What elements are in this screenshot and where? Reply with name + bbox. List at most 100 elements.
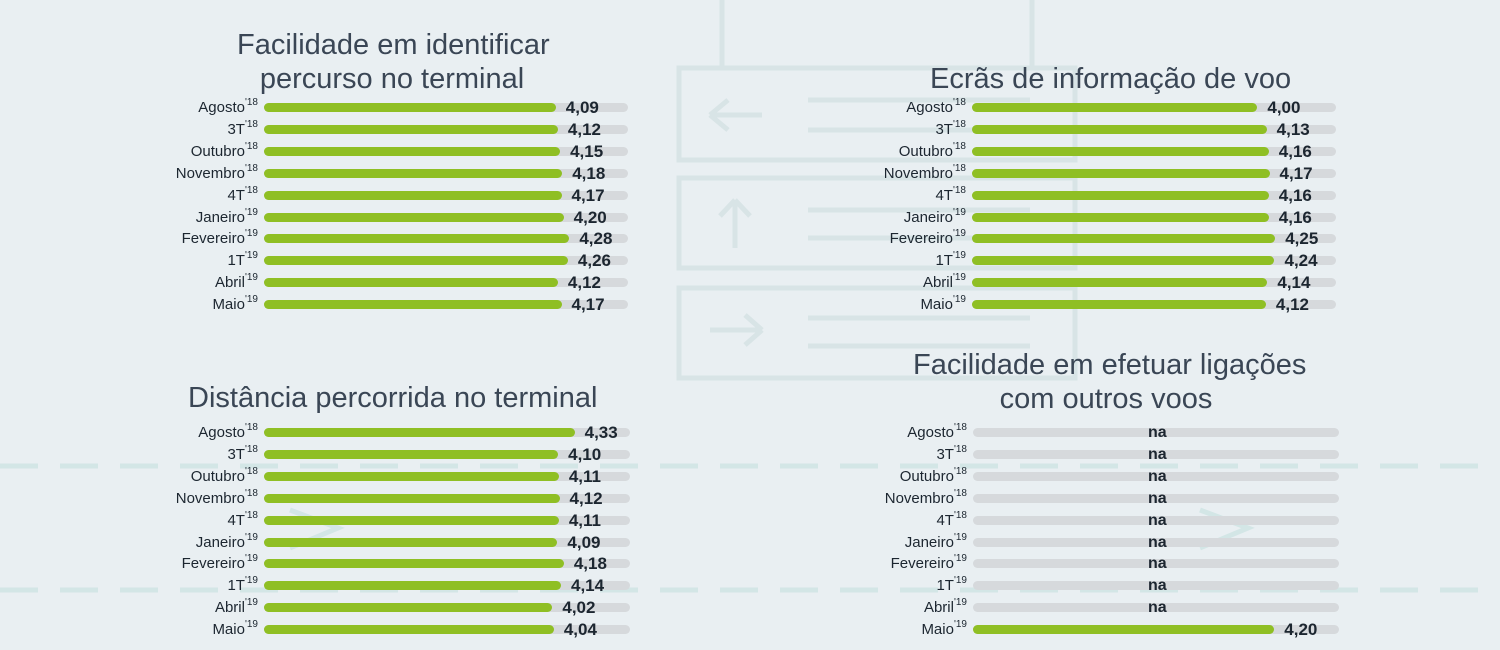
bar-track	[264, 212, 628, 222]
bar-track	[972, 103, 1336, 112]
bar-track	[264, 300, 628, 310]
value-label: 4,12	[1275, 295, 1310, 315]
bar-track	[973, 581, 1339, 591]
year-label: '18	[244, 140, 258, 152]
chart-title-1: Facilidade em identificar percurso no te…	[237, 28, 550, 96]
bar-row: 3T'18 4,10	[227, 444, 630, 465]
bar-track	[972, 124, 1336, 134]
year-label: '18	[244, 118, 258, 130]
year-label: '18	[244, 443, 258, 455]
category-label: Agosto'18	[907, 422, 967, 442]
category-label: 3T'18	[935, 118, 966, 138]
value-label: 4,33	[584, 423, 618, 442]
chart-title-1-line-2: percurso no terminal	[259, 63, 525, 95]
bar-row: 1T'19 na	[936, 576, 1339, 596]
category-label: 3T'18	[227, 118, 258, 138]
category-label: Outubro'18	[190, 465, 258, 485]
value-label: 4,12	[567, 119, 602, 139]
bar-row: Outubro'18 4,11	[191, 466, 630, 487]
value-label: 4,15	[570, 141, 604, 161]
bar-row: Abril'19 4,14	[923, 273, 1336, 293]
value-label: na	[1148, 424, 1167, 441]
bar-row: Abril'19 na	[924, 598, 1339, 618]
category-label: 4T'18	[227, 184, 258, 204]
chart-title-3: Distância percorrida no terminal	[188, 381, 598, 415]
value-label: 4,09	[567, 532, 601, 552]
value-label: 4,13	[1276, 119, 1310, 139]
category-label: Agosto'18	[906, 97, 966, 117]
value-label: 4,17	[571, 185, 605, 205]
bar-row: Agosto'18 4,00	[906, 98, 1336, 118]
bar-track	[972, 256, 1336, 266]
value-label: 4,00	[1267, 98, 1301, 117]
bar-track	[264, 449, 630, 459]
bar-track	[973, 603, 1339, 613]
category-label: Abril'19	[214, 597, 258, 617]
category-label: Abril'19	[922, 272, 966, 292]
year-label: '18	[244, 97, 258, 108]
value-label: 4,16	[1278, 207, 1312, 227]
bar-row: 3T'18 na	[936, 444, 1339, 465]
value-label: na	[1148, 467, 1167, 485]
bar	[264, 234, 570, 244]
value-label: 4,26	[577, 251, 612, 271]
category-label: 1T'19	[936, 575, 967, 595]
category-label: Abril'19	[923, 597, 967, 617]
value-label: 4,20	[1284, 620, 1318, 640]
year-label: '19	[244, 531, 258, 543]
chart-title-2-line-1: Ecrãs de informação de voo	[930, 63, 1292, 95]
chart-title-4-line-2: com outros voos	[999, 383, 1213, 415]
bar-track	[972, 146, 1336, 156]
category-label: Novembro'18	[884, 487, 967, 507]
category-label: Agosto'18	[198, 422, 258, 442]
year-label: '18	[953, 509, 967, 521]
bar-row: 3T'18 4,12	[227, 119, 628, 140]
value-label: na	[1148, 555, 1167, 573]
year-label: '19	[244, 294, 258, 306]
bar-row: Fevereiro'19 na	[891, 554, 1339, 574]
category-label: Maio'19	[212, 619, 258, 639]
bar-row: Outubro'18 na	[900, 466, 1339, 487]
bar-track	[264, 493, 630, 503]
category-label: Outubro'18	[899, 465, 967, 485]
value-label: 4,10	[568, 444, 602, 464]
bar	[264, 559, 564, 569]
year-label: '19	[244, 553, 258, 565]
bar	[972, 146, 1269, 156]
bar	[264, 515, 559, 525]
year-label: '19	[953, 553, 967, 565]
category-label: Outubro'18	[190, 140, 258, 160]
category-label: Maio'19	[921, 619, 967, 639]
bar-row: Novembro'18 4,18	[176, 163, 628, 184]
bar-row: Agosto'18 4,33	[198, 423, 630, 443]
bar	[264, 124, 558, 134]
bar-track	[973, 537, 1339, 547]
bar	[264, 146, 561, 156]
category-label: 1T'19	[227, 575, 258, 595]
bar-track	[264, 103, 628, 112]
chart-title-3-line-1: Distância percorrida no terminal	[188, 382, 598, 414]
value-label: na	[1148, 445, 1167, 463]
category-label: Maio'19	[212, 294, 258, 314]
bar-row: 1T'19 4,14	[227, 576, 630, 596]
bar	[972, 300, 1266, 310]
bar	[264, 537, 558, 547]
value-label: 4,25	[1285, 229, 1319, 249]
bar	[264, 168, 563, 178]
year-label: '19	[953, 597, 967, 609]
bar	[264, 625, 554, 635]
bar-row: 4T'18 4,11	[227, 510, 630, 531]
bar-row: Abril'19 4,12	[215, 273, 628, 293]
bar-row: Fevereiro'19 4,28	[182, 229, 628, 249]
bar-row: Janeiro'19 4,16	[904, 207, 1336, 228]
bar-track	[972, 212, 1336, 222]
year-label: '19	[244, 272, 258, 284]
bar-row: Janeiro'19 na	[905, 532, 1339, 553]
bar-row: Fevereiro'19 4,25	[890, 229, 1336, 249]
year-label: '18	[953, 487, 967, 499]
value-label: 4,11	[568, 466, 601, 486]
category-label: 1T'19	[227, 250, 258, 270]
category-label: Fevereiro'19	[889, 228, 966, 248]
year-label: '18	[952, 162, 966, 174]
category-label: Outubro'18	[898, 140, 966, 160]
